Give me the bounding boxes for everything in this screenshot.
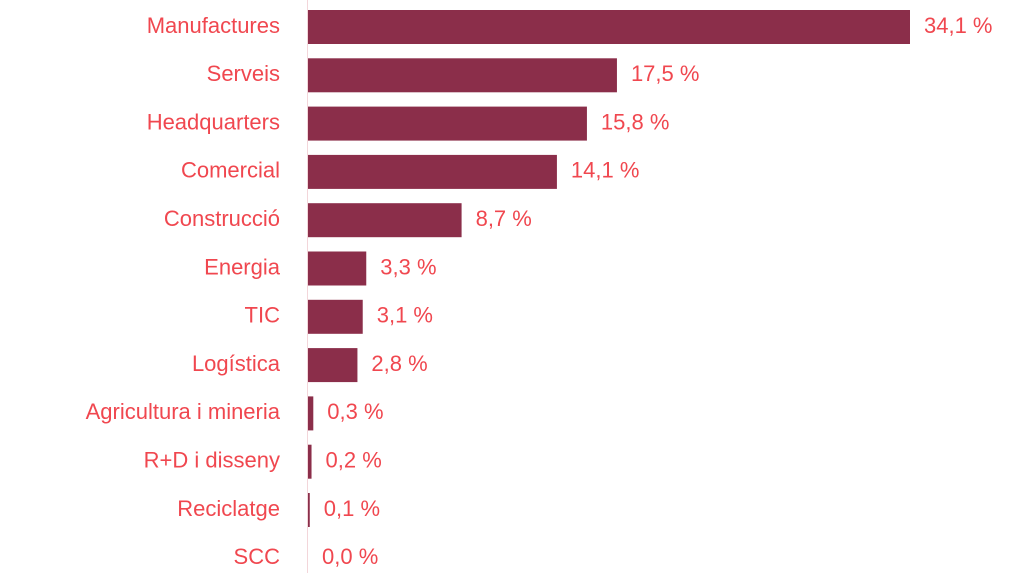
category-label: Manufactures bbox=[147, 13, 280, 38]
category-label: Reciclatge bbox=[177, 496, 280, 521]
category-label: Agricultura i mineria bbox=[86, 399, 281, 424]
value-label: 8,7 % bbox=[476, 206, 532, 231]
category-label: SCC bbox=[234, 544, 281, 569]
bar bbox=[308, 10, 910, 44]
category-label: Energia bbox=[204, 254, 281, 279]
bar bbox=[308, 106, 587, 141]
category-label: R+D i disseny bbox=[144, 448, 280, 473]
value-label: 0,1 % bbox=[324, 496, 380, 521]
bar bbox=[308, 299, 363, 334]
category-label: Comercial bbox=[181, 158, 280, 183]
value-label: 2,8 % bbox=[371, 351, 427, 376]
value-label: 3,3 % bbox=[380, 254, 436, 279]
value-label: 15,8 % bbox=[601, 109, 670, 134]
value-label: 14,1 % bbox=[571, 158, 640, 183]
category-label: TIC bbox=[245, 303, 281, 328]
bar bbox=[308, 203, 462, 238]
value-label: 0,3 % bbox=[327, 399, 383, 424]
bar bbox=[308, 493, 310, 527]
bar bbox=[308, 251, 367, 286]
bar bbox=[308, 444, 312, 479]
value-label: 17,5 % bbox=[631, 61, 700, 86]
value-label: 34,1 % bbox=[924, 13, 993, 38]
category-label: Logística bbox=[192, 351, 281, 376]
value-label: 0,0 % bbox=[322, 544, 378, 569]
bar bbox=[308, 154, 557, 189]
value-label: 3,1 % bbox=[377, 303, 433, 328]
category-label: Serveis bbox=[207, 61, 280, 86]
category-label: Headquarters bbox=[147, 109, 280, 134]
value-label: 0,2 % bbox=[326, 448, 382, 473]
bar bbox=[308, 348, 358, 383]
bar bbox=[308, 58, 617, 93]
category-label: Construcció bbox=[164, 206, 280, 231]
bar bbox=[308, 396, 314, 431]
